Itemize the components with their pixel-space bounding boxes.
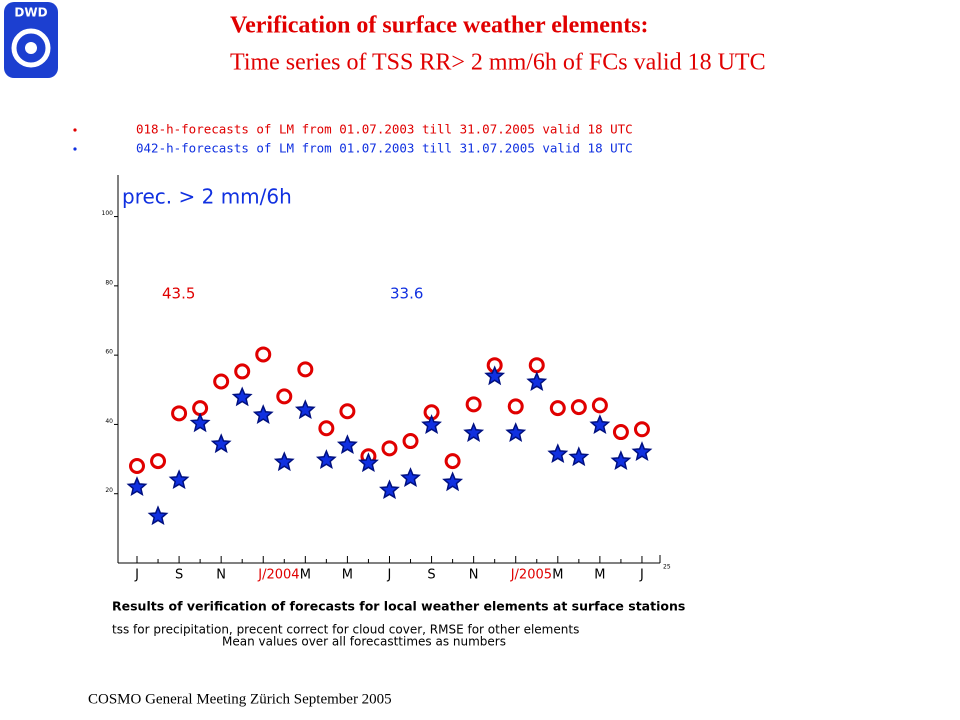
annotation: 43.5 bbox=[162, 285, 195, 303]
x-tick-label: N bbox=[216, 568, 226, 583]
note: tss for precipitation, precent correct f… bbox=[112, 623, 579, 637]
logo-core bbox=[25, 42, 37, 54]
chart-label: prec. > 2 mm/6h bbox=[122, 185, 292, 209]
note: Mean values over all forecasttimes as nu… bbox=[222, 635, 506, 649]
circle-point bbox=[276, 388, 293, 405]
logo: DWD bbox=[4, 2, 58, 78]
circle-point bbox=[129, 458, 145, 474]
y-tick-label: 40 bbox=[105, 418, 113, 425]
star-point bbox=[252, 404, 274, 425]
circle-point bbox=[507, 398, 524, 415]
logo-spiral bbox=[11, 28, 51, 68]
circle-point bbox=[570, 399, 587, 416]
legend-marker bbox=[73, 147, 77, 151]
star-point bbox=[421, 414, 442, 434]
circle-point bbox=[171, 405, 188, 422]
circle-point bbox=[234, 363, 251, 380]
x-tick-label: J/2005 bbox=[510, 568, 552, 583]
circle-point bbox=[591, 397, 608, 414]
x-tick-label: M bbox=[552, 568, 563, 583]
circle-point bbox=[150, 453, 167, 470]
legend-label: 018-h-forecasts of LM from 01.07.2003 ti… bbox=[136, 122, 633, 137]
annotation: 33.6 bbox=[390, 285, 423, 303]
star-point bbox=[189, 412, 211, 433]
circle-point bbox=[318, 420, 335, 437]
star-point bbox=[358, 452, 379, 473]
star-point bbox=[294, 399, 316, 420]
star-point bbox=[400, 467, 421, 487]
x-tick-label: M bbox=[342, 568, 353, 583]
circle-point bbox=[549, 400, 566, 417]
star-point bbox=[568, 446, 590, 467]
circle-point bbox=[465, 396, 482, 413]
circle-point bbox=[339, 403, 356, 420]
x-tick-label: J bbox=[387, 568, 392, 583]
circle-point bbox=[402, 433, 419, 450]
x-tick-label: N bbox=[469, 568, 479, 583]
star-point bbox=[484, 365, 506, 386]
footer: COSMO General Meeting Zürich September 2… bbox=[88, 691, 392, 707]
x-tick-label: J/2004 bbox=[257, 568, 299, 583]
subtitle: Time series of TSS RR> 2 mm/6h of FCs va… bbox=[230, 50, 766, 76]
circle-point bbox=[297, 361, 314, 378]
x-axis-end-label: 25 bbox=[663, 564, 671, 571]
x-tick-label: M bbox=[300, 568, 311, 583]
star-point bbox=[610, 450, 632, 470]
circle-point bbox=[612, 424, 629, 441]
y-tick-label: 20 bbox=[105, 487, 113, 494]
star-point bbox=[589, 414, 611, 434]
star-point bbox=[168, 469, 190, 490]
note: Results of verification of forecasts for… bbox=[112, 599, 685, 614]
x-tick-label: S bbox=[175, 568, 183, 583]
circle-point bbox=[381, 440, 398, 457]
star-point bbox=[231, 386, 253, 407]
star-point bbox=[463, 422, 485, 443]
legend-marker bbox=[73, 128, 77, 132]
y-tick-label: 100 bbox=[102, 210, 114, 217]
star-point bbox=[442, 471, 464, 492]
logo-text: DWD bbox=[14, 6, 47, 20]
star-point bbox=[379, 479, 400, 500]
title: Verification of surface weather elements… bbox=[230, 13, 649, 39]
y-tick-label: 60 bbox=[105, 349, 113, 356]
x-tick-label: S bbox=[427, 568, 435, 583]
circle-point bbox=[633, 421, 650, 438]
circle-point bbox=[213, 373, 230, 390]
star-point bbox=[315, 449, 337, 469]
star-point bbox=[547, 443, 569, 464]
circle-point bbox=[255, 346, 272, 363]
legend-label: 042-h-forecasts of LM from 01.07.2003 ti… bbox=[136, 141, 633, 156]
x-tick-label: M bbox=[594, 568, 605, 583]
y-tick-label: 80 bbox=[105, 279, 113, 286]
x-tick-label: J bbox=[134, 568, 139, 583]
circle-point bbox=[444, 453, 461, 470]
star-point bbox=[336, 434, 358, 455]
star-point bbox=[126, 476, 148, 496]
star-point bbox=[505, 422, 527, 443]
circle-point bbox=[528, 357, 545, 374]
star-point bbox=[273, 451, 295, 472]
star-point bbox=[210, 433, 232, 454]
star-point bbox=[147, 505, 169, 526]
x-tick-label: J bbox=[639, 568, 644, 583]
star-point bbox=[631, 441, 653, 461]
star-point bbox=[526, 371, 548, 391]
